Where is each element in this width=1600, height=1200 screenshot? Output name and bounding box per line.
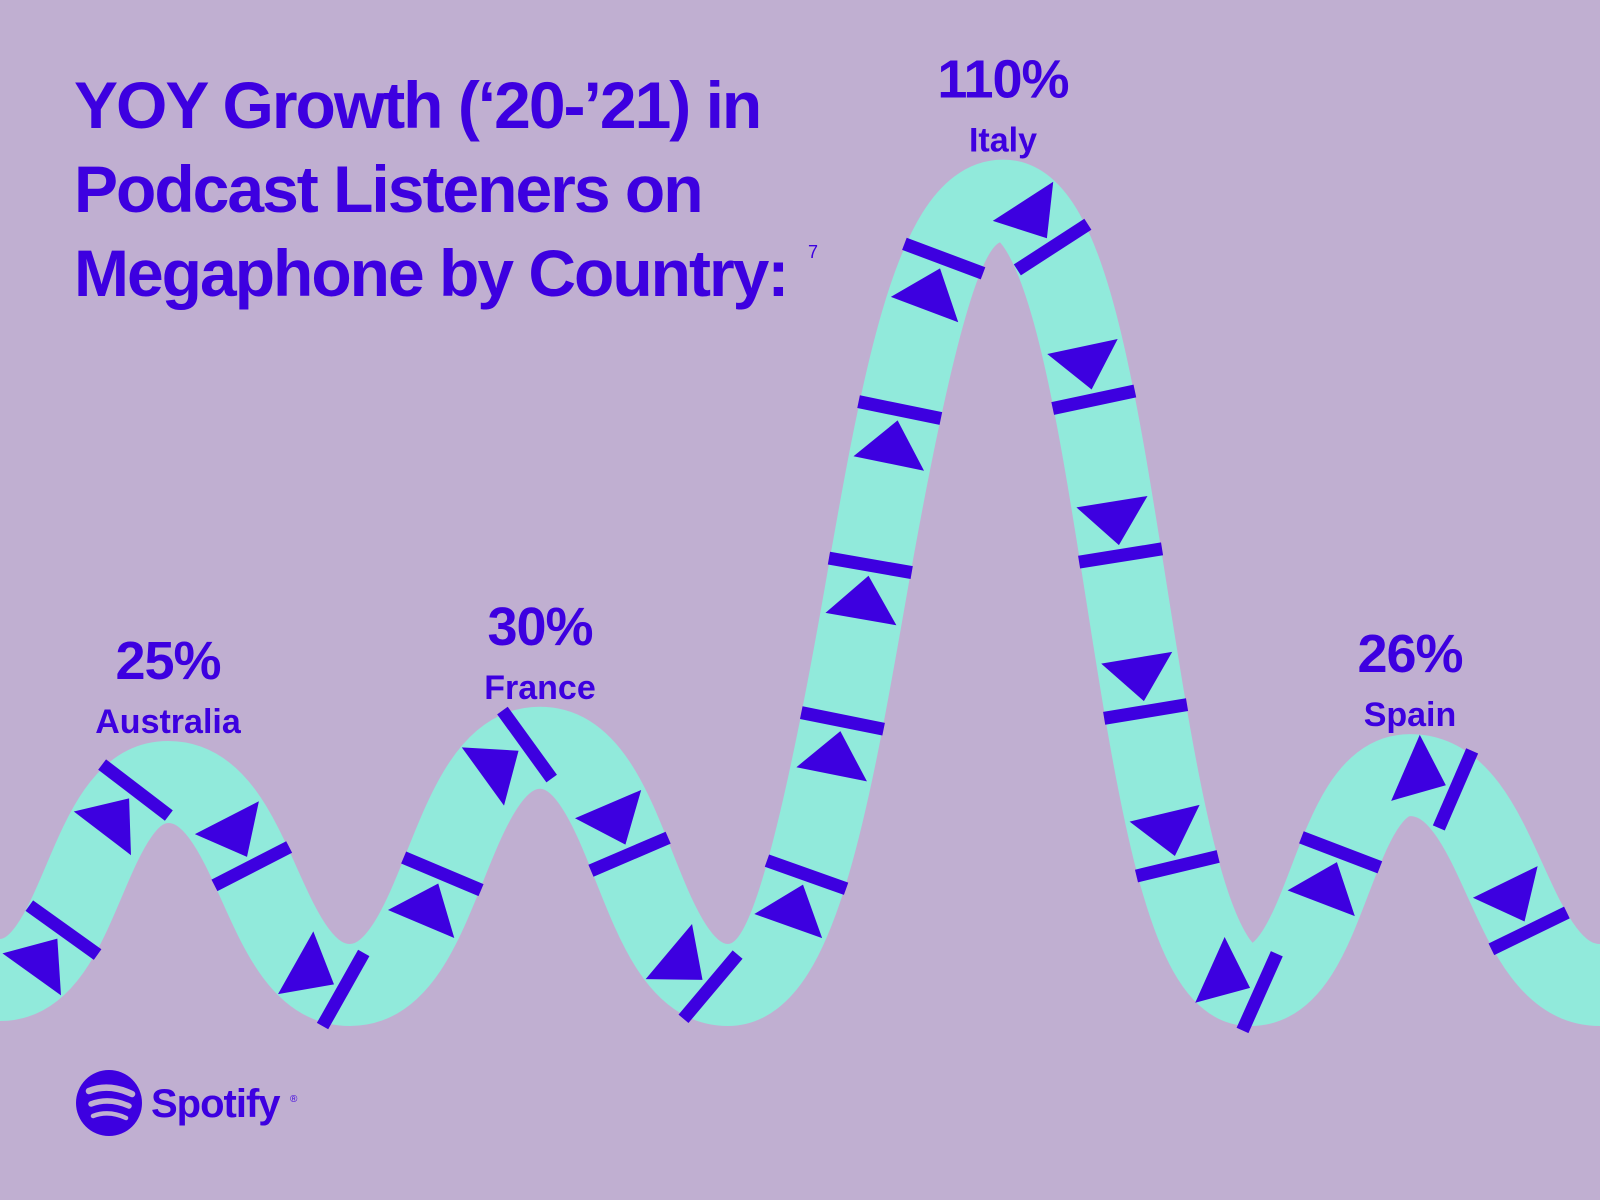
- ribbon-marker: [992, 181, 1092, 276]
- ribbon-marker: [1101, 651, 1189, 725]
- ribbon-marker: [1472, 866, 1570, 956]
- chart-title: YOY Growth (‘20-’21) in Podcast Listener…: [74, 68, 787, 310]
- ribbon-marker: [574, 789, 671, 877]
- spotify-wordmark: Spotify: [151, 1082, 281, 1126]
- data-label-value: 30%: [487, 597, 592, 657]
- category-label: Spain: [1364, 696, 1457, 734]
- ribbon-marker: [853, 395, 943, 471]
- ribbon-marker: [73, 759, 173, 856]
- data-label-value: 26%: [1357, 624, 1462, 684]
- title-line-3: Megaphone by Country:: [74, 236, 787, 310]
- ribbon-marker: [890, 237, 986, 323]
- spotify-logo[interactable]: Spotify ®: [76, 1070, 298, 1136]
- ribbon-marker: [461, 706, 557, 806]
- title-footnote-marker: 7: [808, 242, 818, 262]
- ribbon-markers: [2, 181, 1570, 1034]
- spotify-logo-icon: [76, 1070, 142, 1136]
- category-label: Italy: [969, 122, 1037, 160]
- data-label-value: 25%: [115, 631, 220, 691]
- ribbon-marker: [194, 801, 293, 892]
- ribbon-marker: [796, 706, 885, 782]
- ribbon-marker: [1047, 338, 1137, 415]
- ribbon-marker: [645, 924, 743, 1023]
- ribbon-marker: [387, 851, 484, 939]
- ribbon-marker: [1076, 495, 1164, 569]
- ribbon-marker: [277, 931, 370, 1030]
- ribbon-marker: [1129, 804, 1220, 883]
- ribbon-marker: [1391, 734, 1479, 831]
- ribbon-marker: [1287, 831, 1383, 917]
- category-label: Australia: [95, 703, 242, 741]
- registered-mark: ®: [290, 1094, 298, 1105]
- data-label-value: 110%: [937, 50, 1068, 110]
- ribbon-marker: [2, 900, 102, 996]
- ribbon-marker: [825, 551, 913, 626]
- category-label: France: [484, 669, 596, 707]
- ribbon-marker: [1195, 936, 1283, 1034]
- data-labels: 25% Australia 30% France 110% Italy 26% Spain: [95, 50, 1463, 741]
- title-line-1: YOY Growth (‘20-’21) in: [74, 68, 760, 142]
- ribbon-marker: [754, 854, 849, 939]
- title-line-2: Podcast Listeners on: [74, 152, 702, 226]
